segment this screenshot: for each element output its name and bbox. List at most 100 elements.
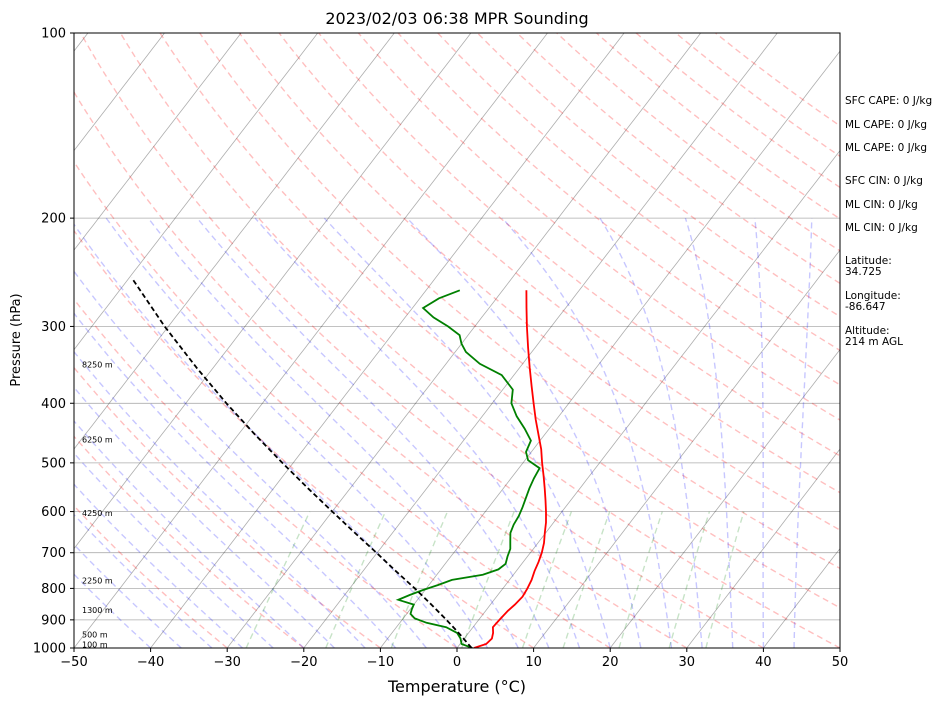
stats-annotation: Altitude: 214 m AGL [845, 325, 903, 348]
height-label: 2250 m [82, 577, 113, 586]
y-tick-label: 300 [41, 320, 66, 335]
stats-annotation: ML CIN: 0 J/kg [845, 199, 918, 211]
x-tick-label: 40 [755, 655, 772, 670]
y-tick-label: 900 [41, 613, 66, 628]
height-label: 6250 m [82, 436, 113, 445]
moist-adiabat-line [105, 217, 489, 648]
isotherm-line [74, 33, 165, 152]
dry-adiabat-line [675, 33, 840, 158]
dewpoint-profile [395, 289, 541, 648]
dry-adiabat-line [119, 33, 840, 648]
dry-adiabat-line [74, 366, 381, 648]
stats-annotation: ML CIN: 0 J/kg [845, 222, 918, 234]
isotherm-line [74, 33, 472, 550]
moist-adiabat-line [196, 217, 550, 648]
chart-title: 2023/02/03 06:38 MPR Sounding [325, 9, 588, 28]
height-label: 4250 m [82, 509, 113, 518]
dry-adiabat-line [74, 90, 688, 648]
dry-adiabat-line [635, 33, 840, 189]
moist-adiabat-line [754, 218, 765, 648]
moist-adiabat-line [74, 270, 427, 648]
x-tick-label: 50 [832, 655, 849, 670]
moist-adiabat-line [599, 217, 703, 648]
mixing-ratio-line [245, 511, 311, 648]
moist-adiabat-line [74, 543, 182, 648]
dry-adiabat-line [318, 33, 840, 457]
moist-adiabat-line [74, 223, 458, 648]
mixing-ratio-line [461, 511, 515, 648]
dry-adiabat-line [74, 160, 611, 648]
isotherm-line [226, 33, 702, 648]
y-tick-label: 700 [41, 546, 66, 561]
dry-adiabat-line [80, 33, 764, 648]
y-tick-label: 1000 [33, 642, 66, 657]
isotherm-line [380, 50, 840, 648]
x-tick-label: −30 [213, 655, 240, 670]
dry-adiabat-line [74, 504, 228, 648]
dry-adiabat-line [238, 33, 840, 531]
height-label: 8250 m [82, 360, 113, 369]
y-axis-label: Pressure (hPa) [9, 293, 24, 386]
moist-adiabat-line [74, 312, 397, 648]
moist-adiabat-line [74, 483, 243, 648]
x-tick-label: −20 [290, 655, 317, 670]
dry-adiabat-line [278, 33, 840, 494]
stats-annotation: ML CAPE: 0 J/kg [845, 119, 927, 131]
mixing-ratio-line [668, 511, 711, 648]
dry-adiabat-line [397, 33, 840, 386]
mixing-ratio-line [325, 511, 387, 648]
x-tick-label: −50 [60, 655, 87, 670]
mixing-ratio-line [521, 511, 573, 648]
moist-adiabat-line [254, 217, 581, 648]
stats-annotation: Latitude: 34.725 [845, 255, 892, 278]
dry-adiabat-line [74, 229, 534, 648]
mixing-ratio-line [618, 511, 663, 648]
height-label: 1300 m [82, 606, 113, 615]
moist-adiabat-line [323, 217, 611, 648]
dry-adiabat-line [74, 298, 458, 648]
dry-adiabat-line [357, 33, 840, 421]
x-tick-label: 30 [679, 655, 696, 670]
moist-adiabat-line [74, 420, 305, 648]
x-tick-label: 10 [525, 655, 542, 670]
isotherm-line [150, 33, 625, 648]
mixing-ratio-line [562, 511, 611, 648]
x-axis-label: Temperature (°C) [387, 677, 526, 696]
moist-adiabat-line [684, 217, 734, 648]
moist-adiabat-line [406, 217, 642, 648]
moist-adiabat-line [74, 350, 366, 648]
stats-annotation: SFC CAPE: 0 J/kg [845, 95, 932, 107]
x-tick-label: −10 [367, 655, 394, 670]
y-tick-label: 100 [41, 27, 66, 42]
dry-adiabat-line [159, 33, 840, 609]
dry-adiabat-line [516, 33, 840, 285]
height-label: 100 m [82, 640, 108, 649]
dry-adiabat-line [437, 33, 840, 352]
isotherm-line [533, 249, 840, 648]
isotherm-line [686, 448, 840, 648]
height-label: 500 m [82, 631, 108, 640]
isotherm-line [609, 348, 840, 648]
x-tick-label: 0 [453, 655, 461, 670]
stats-annotation: ML CAPE: 0 J/kg [845, 142, 927, 154]
x-tick-label: −40 [137, 655, 164, 670]
stats-annotation: SFC CIN: 0 J/kg [845, 175, 923, 187]
isotherm-line [74, 33, 395, 450]
isotherm-line [74, 33, 242, 251]
dry-adiabat-line [556, 33, 840, 252]
parcel-profile [130, 277, 473, 648]
isotherm-line [303, 33, 778, 648]
dry-adiabat-line [596, 33, 840, 220]
y-tick-label: 800 [41, 582, 66, 597]
y-tick-label: 600 [41, 505, 66, 520]
y-tick-label: 200 [41, 212, 66, 227]
mixing-ratio-line [705, 511, 745, 648]
isotherm-line [456, 149, 840, 648]
moist-adiabat-line [74, 573, 152, 648]
moist-adiabat-line [74, 513, 213, 648]
moist-adiabat-line [74, 386, 335, 648]
moist-adiabat-line [501, 217, 673, 648]
isotherm-line [74, 33, 548, 648]
